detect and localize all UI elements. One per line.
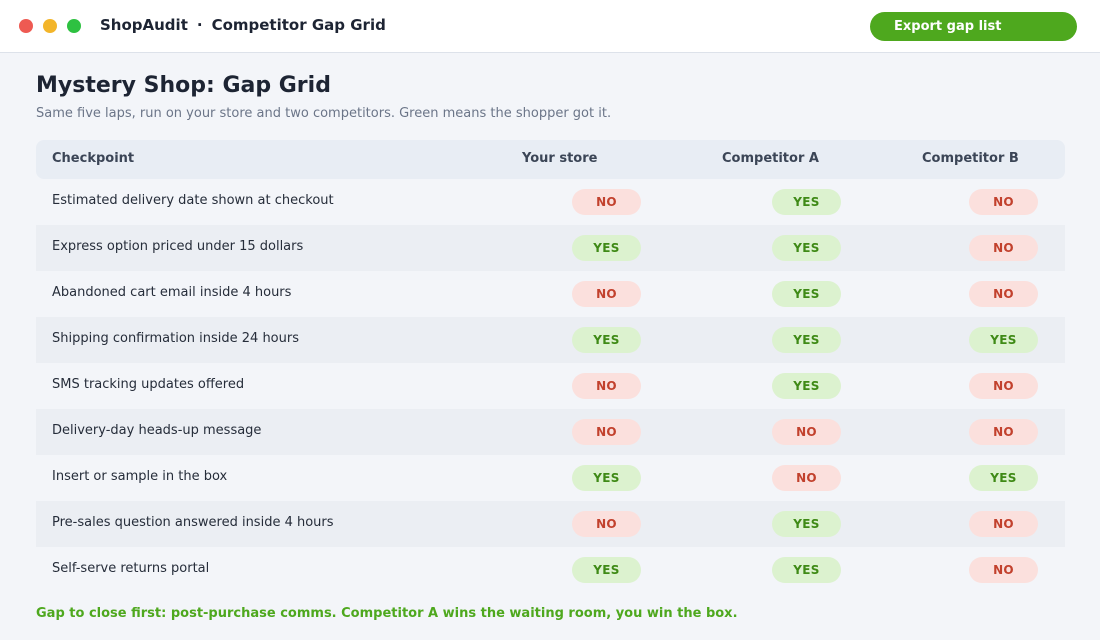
status-badge-competitor-a: YES (772, 557, 841, 583)
export-gap-list-button[interactable]: Export gap list (870, 12, 1077, 41)
status-badge-your-store: YES (572, 235, 641, 261)
status-badge-competitor-a: YES (772, 327, 841, 353)
status-badge-your-store: YES (572, 465, 641, 491)
status-badge-competitor-b: NO (969, 511, 1038, 537)
close-window-button[interactable] (19, 19, 33, 33)
page-subtitle: Same five laps, run on your store and tw… (36, 106, 612, 121)
app-name: ShopAudit (100, 16, 188, 34)
status-badge-competitor-b: NO (969, 281, 1038, 307)
status-badge-your-store: YES (572, 557, 641, 583)
checkpoint-label: Estimated delivery date shown at checkou… (52, 193, 334, 208)
table-row: Insert or sample in the box YES NO YES (36, 455, 1065, 501)
page-title: Mystery Shop: Gap Grid (36, 73, 331, 98)
gap-grid: Checkpoint Your store Competitor A Compe… (36, 140, 1065, 593)
status-badge-your-store: NO (572, 189, 641, 215)
maximize-window-button[interactable] (67, 19, 81, 33)
status-badge-competitor-a: NO (772, 419, 841, 445)
view-name: Competitor Gap Grid (211, 16, 386, 34)
checkpoint-label: SMS tracking updates offered (52, 377, 245, 392)
column-header-competitor-b: Competitor B (922, 151, 1019, 166)
checkpoint-label: Self-serve returns portal (52, 561, 210, 576)
gap-summary-note: Gap to close first: post-purchase comms.… (36, 606, 738, 621)
table-row: Express option priced under 15 dollars Y… (36, 225, 1065, 271)
status-badge-competitor-a: YES (772, 189, 841, 215)
title-separator: · (196, 16, 203, 34)
status-badge-your-store: NO (572, 419, 641, 445)
checkpoint-label: Express option priced under 15 dollars (52, 239, 304, 254)
status-badge-competitor-b: NO (969, 373, 1038, 399)
status-badge-your-store: YES (572, 327, 641, 353)
checkpoint-label: Delivery-day heads-up message (52, 423, 262, 438)
status-badge-competitor-a: YES (772, 281, 841, 307)
status-badge-competitor-a: YES (772, 235, 841, 261)
table-row: Abandoned cart email inside 4 hours NO Y… (36, 271, 1065, 317)
column-header-competitor-a: Competitor A (722, 151, 819, 166)
status-badge-competitor-a: NO (772, 465, 841, 491)
checkpoint-label: Abandoned cart email inside 4 hours (52, 285, 292, 300)
status-badge-competitor-b: NO (969, 557, 1038, 583)
status-badge-competitor-b: NO (969, 189, 1038, 215)
status-badge-competitor-a: YES (772, 511, 841, 537)
table-row: Pre-sales question answered inside 4 hou… (36, 501, 1065, 547)
table-row: Estimated delivery date shown at checkou… (36, 179, 1065, 225)
minimize-window-button[interactable] (43, 19, 57, 33)
checkpoint-label: Shipping confirmation inside 24 hours (52, 331, 299, 346)
column-header-checkpoint: Checkpoint (52, 151, 135, 166)
status-badge-competitor-b: YES (969, 465, 1038, 491)
table-row: Self-serve returns portal YES YES NO (36, 547, 1065, 593)
status-badge-competitor-a: YES (772, 373, 841, 399)
status-badge-your-store: NO (572, 511, 641, 537)
grid-header: Checkpoint Your store Competitor A Compe… (36, 140, 1065, 179)
table-row: Delivery-day heads-up message NO NO NO (36, 409, 1065, 455)
checkpoint-label: Insert or sample in the box (52, 469, 228, 484)
status-badge-competitor-b: NO (969, 235, 1038, 261)
table-row: Shipping confirmation inside 24 hours YE… (36, 317, 1065, 363)
status-badge-your-store: NO (572, 281, 641, 307)
checkpoint-label: Pre-sales question answered inside 4 hou… (52, 515, 334, 530)
status-badge-your-store: NO (572, 373, 641, 399)
status-badge-competitor-b: YES (969, 327, 1038, 353)
window-title: ShopAudit · Competitor Gap Grid (100, 16, 386, 34)
column-header-your-store: Your store (522, 151, 598, 166)
title-bar: ShopAudit · Competitor Gap Grid Export gap… (0, 0, 1100, 53)
status-badge-competitor-b: NO (969, 419, 1038, 445)
table-row: SMS tracking updates offered NO YES NO (36, 363, 1065, 409)
